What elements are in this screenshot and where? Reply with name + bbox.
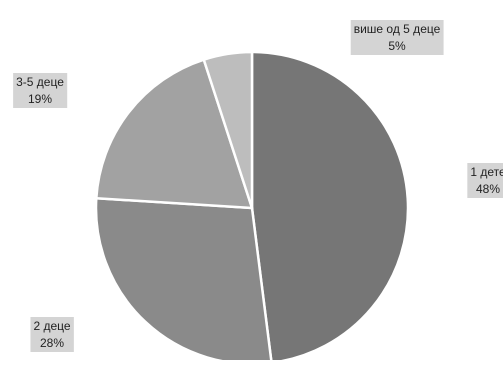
- pie-slice-2: [94, 58, 254, 210]
- data-label-0: 1 дете 48%: [467, 163, 503, 198]
- data-label-value: 28%: [40, 336, 64, 350]
- data-label-box: [350, 20, 444, 55]
- pie-slices: [94, 50, 410, 365]
- data-label-value: 19%: [28, 92, 52, 106]
- data-label-category: више од 5 деце: [354, 22, 441, 36]
- data-label-value: 5%: [388, 39, 406, 53]
- data-label-category: 3-5 деце: [16, 75, 64, 89]
- data-label-box: [13, 73, 68, 108]
- data-label-category: 2 деце: [33, 319, 70, 333]
- pie-data-labels: 1 дете 48% 2 деце 28% 3-5 деце 19% више од 5 д…: [13, 20, 503, 352]
- data-label-box: [467, 163, 503, 198]
- pie-slice-1: [94, 196, 273, 365]
- data-label-box: [30, 317, 74, 352]
- data-label-value: 48%: [476, 182, 500, 196]
- pie-slice-3: [202, 50, 254, 209]
- data-label-1: 2 деце 28%: [30, 317, 74, 352]
- data-label-category: 1 дете: [470, 165, 503, 179]
- pie-slice-0: [250, 50, 410, 365]
- data-label-2: 3-5 деце 19%: [13, 73, 68, 108]
- data-label-3: више од 5 деце 5%: [350, 20, 444, 55]
